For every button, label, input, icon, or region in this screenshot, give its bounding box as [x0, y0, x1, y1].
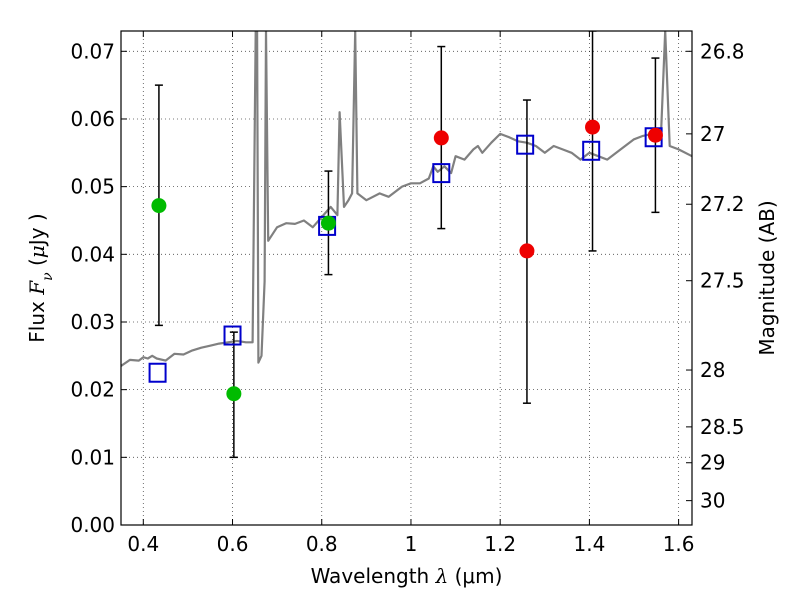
observed-green-point: [226, 386, 242, 402]
marker-layer: [148, 119, 663, 402]
y-tick-label: 0.01: [70, 445, 115, 469]
grid-layer: [121, 31, 692, 526]
tick-layer: 0.4 0.6 0.8 1 1.2 1.4 1.6 0.00 0.01 0.02 0.03 0.04 0…: [70, 31, 745, 556]
right-tick-label: 27.2: [700, 192, 745, 216]
model-photometry-point: [148, 362, 167, 383]
y-tick-label: 0.06: [70, 107, 115, 131]
right-tick-label: 28: [700, 358, 725, 382]
observed-red-point: [433, 130, 449, 146]
y-axis-title: Flux Fν (μJy ): [25, 213, 56, 342]
observed-green-point: [151, 198, 167, 214]
observed-red-point: [647, 127, 663, 143]
right-tick-label: 26.8: [700, 39, 745, 63]
spectrum-line: [121, 31, 692, 367]
x-tick-label: 1.4: [573, 532, 605, 556]
y-tick-label: 0.02: [70, 378, 115, 402]
model-photometry-point: [582, 140, 601, 161]
observed-green-point: [320, 215, 336, 231]
y-tick-label: 0.05: [70, 175, 115, 199]
right-tick-label: 27: [700, 122, 725, 146]
model-photometry-point: [516, 134, 535, 155]
spectrum-layer: [121, 31, 692, 367]
right-tick-label: 28.5: [700, 415, 745, 439]
x-tick-label: 1.6: [663, 532, 695, 556]
right-tick-label: 27.5: [700, 269, 745, 293]
observed-red-point: [519, 243, 535, 259]
x-axis-title: Wavelength λ (μm): [311, 564, 503, 588]
model-photometry-point: [223, 325, 242, 346]
right-axis-title: Magnitude (AB): [755, 200, 779, 355]
x-tick-label: 0.4: [127, 532, 159, 556]
model-photometry-point: [432, 163, 451, 184]
right-tick-label: 30: [700, 489, 725, 513]
plot-frame: [120, 30, 693, 526]
x-tick-label: 0.6: [217, 532, 249, 556]
x-tick-label: 0.8: [306, 532, 338, 556]
y-tick-label: 0.04: [70, 242, 115, 266]
observed-red-point: [585, 119, 601, 135]
y-tick-label: 0.00: [70, 513, 115, 537]
right-tick-label: 29: [700, 451, 725, 475]
x-tick-label: 1.2: [484, 532, 516, 556]
y-tick-label: 0.03: [70, 310, 115, 334]
y-tick-label: 0.07: [70, 39, 115, 63]
x-tick-label: 1: [405, 532, 418, 556]
